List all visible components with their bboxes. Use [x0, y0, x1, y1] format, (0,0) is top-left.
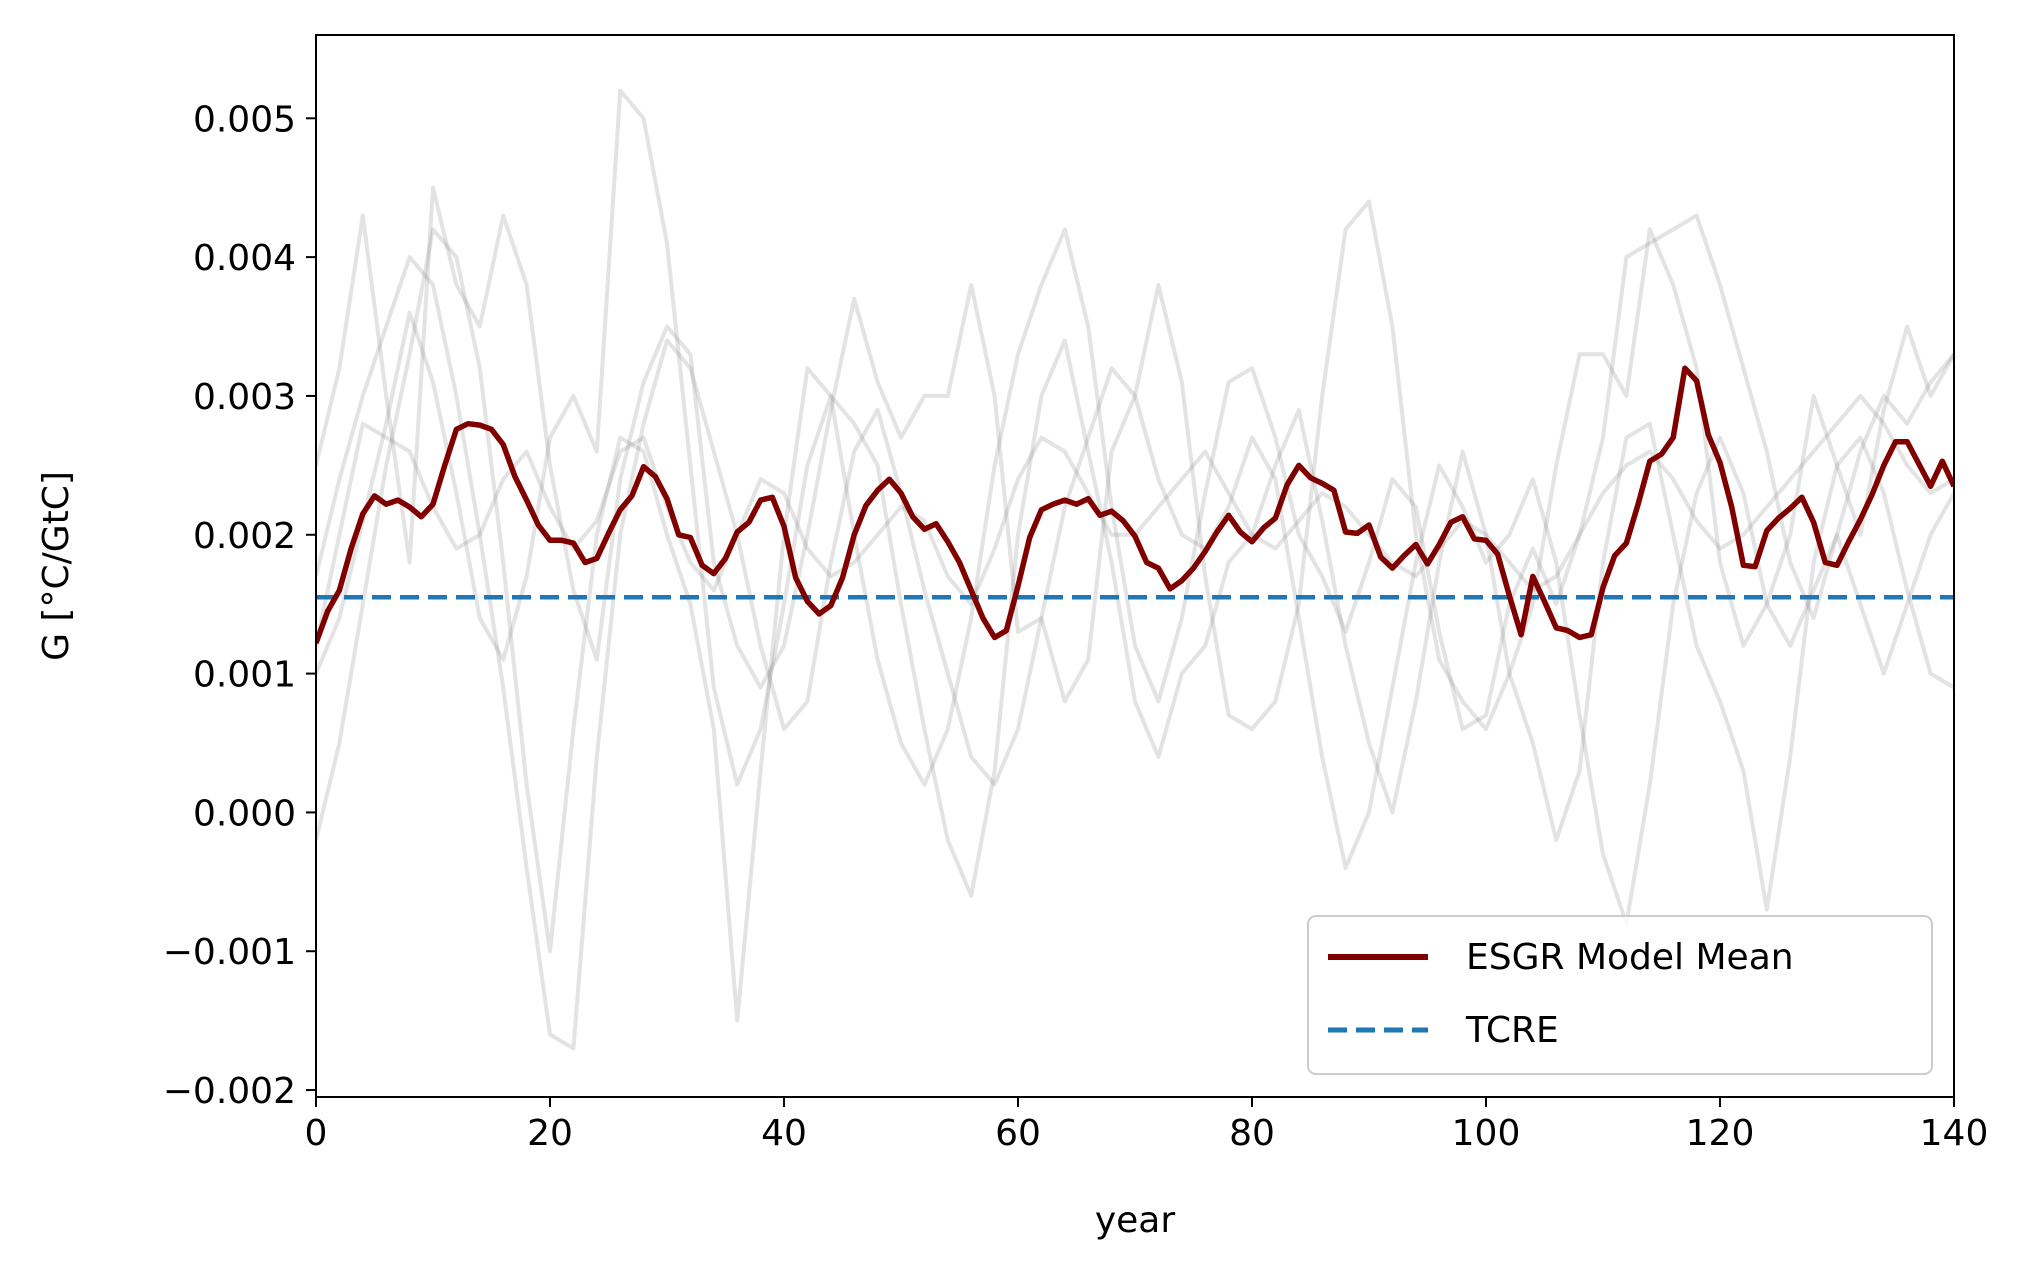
- y-axis-label: G [°C/GtC]: [36, 471, 77, 661]
- y-tick-label: 0.000: [193, 793, 296, 834]
- y-tick-label: −0.001: [163, 932, 296, 973]
- esgr-model-mean-line: [316, 365, 1954, 644]
- y-tick-label: −0.002: [163, 1071, 296, 1112]
- y-tick-label: 0.005: [193, 99, 296, 140]
- y-tick-label: 0.001: [193, 655, 296, 696]
- x-tick-label: 40: [761, 1113, 807, 1154]
- x-tick-label: 140: [1920, 1113, 1989, 1154]
- x-axis: 0 20 40 60 80 100 120 140: [305, 1097, 1989, 1154]
- model-line-1: [316, 185, 1954, 732]
- x-tick-label: 0: [305, 1113, 328, 1154]
- plot-frame: [315, 34, 1955, 1098]
- x-tick-label: 80: [1229, 1113, 1275, 1154]
- legend-box: [1307, 915, 1933, 1075]
- model-line-3: [316, 255, 1954, 1051]
- legend: ESGR Model Mean TCRE: [1307, 915, 1933, 1075]
- x-tick-label: 60: [995, 1113, 1041, 1154]
- y-tick-label: 0.004: [193, 238, 296, 279]
- x-axis-label: year: [1095, 1200, 1176, 1241]
- y-tick-label: 0.003: [193, 377, 296, 418]
- model-line-4: [316, 88, 1954, 787]
- y-axis: −0.002 −0.001 0.000 0.001 0.002 0.003 0.004 0.0…: [163, 99, 316, 1112]
- model-line-2: [316, 227, 1954, 1023]
- legend-tcre-label: TCRE: [1465, 1010, 1559, 1051]
- x-tick-label: 20: [527, 1113, 573, 1154]
- main-series-lines: [316, 365, 1954, 644]
- legend-mean-label: ESGR Model Mean: [1466, 937, 1794, 978]
- y-tick-label: 0.002: [193, 516, 296, 557]
- x-tick-label: 100: [1452, 1113, 1521, 1154]
- x-tick-label: 120: [1686, 1113, 1755, 1154]
